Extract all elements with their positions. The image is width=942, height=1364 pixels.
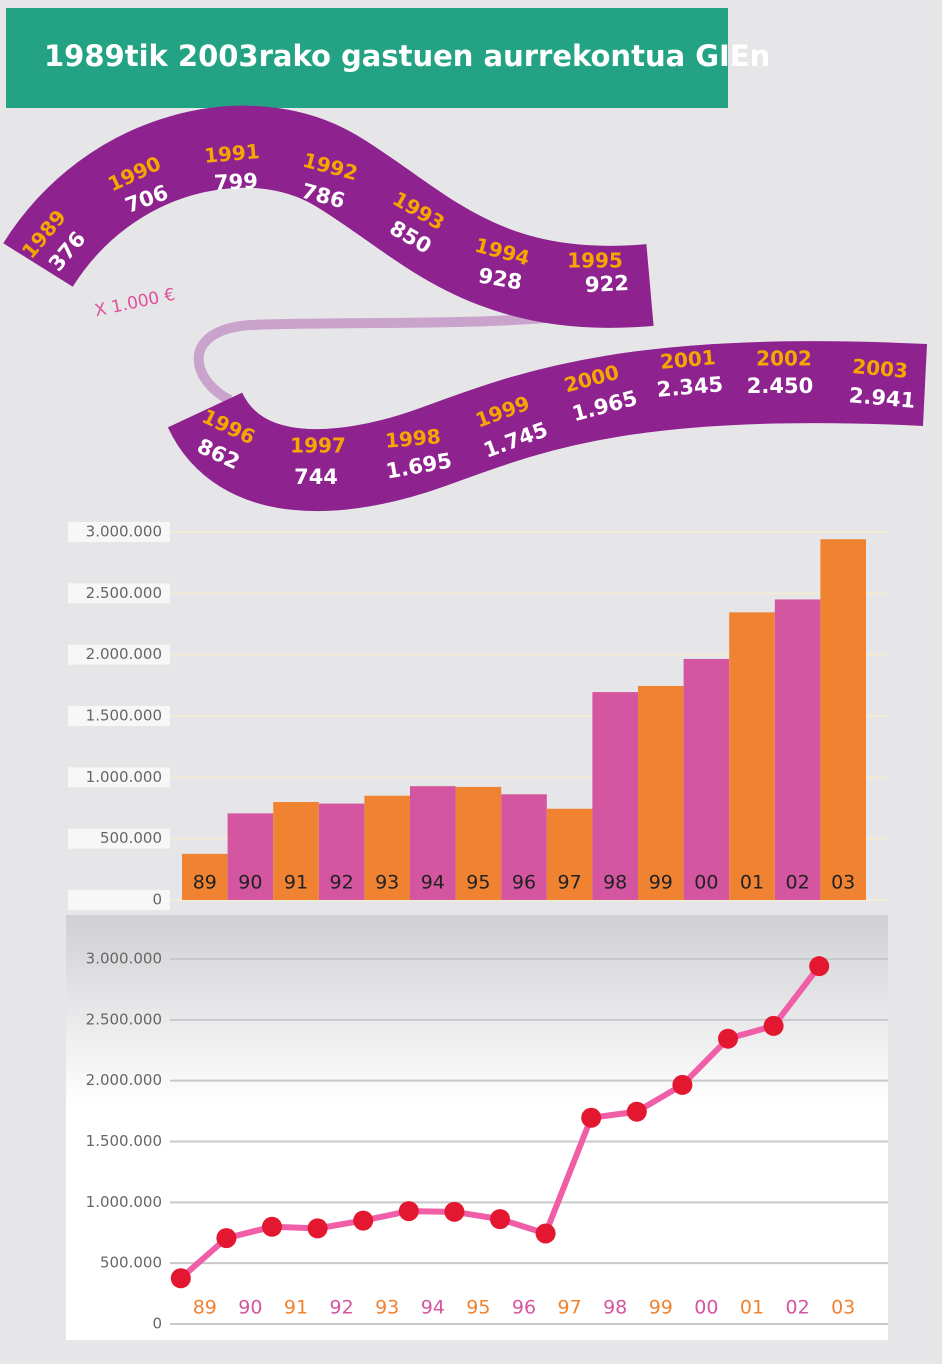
x-tick-label: 97 — [558, 872, 582, 894]
x-tick-label: 91 — [284, 872, 308, 894]
point — [353, 1211, 373, 1231]
ribbon-year: 2003 — [851, 354, 909, 383]
bar — [638, 686, 684, 900]
bar — [820, 539, 866, 900]
x-tick-label: 00 — [694, 872, 718, 894]
ribbon-year: 1998 — [384, 424, 442, 453]
bar — [684, 659, 730, 900]
x-tick-label: 94 — [421, 1297, 445, 1319]
x-tick-label: 02 — [786, 872, 810, 894]
bar — [729, 612, 775, 900]
y-tick-label: 2.500.000 — [86, 584, 162, 602]
y-tick-label: 2.000.000 — [86, 1071, 162, 1089]
x-tick-label: 96 — [512, 872, 536, 894]
x-tick-label: 94 — [421, 872, 445, 894]
x-tick-label: 92 — [330, 872, 354, 894]
x-tick-label: 03 — [831, 1297, 855, 1319]
x-tick-label: 96 — [512, 1297, 536, 1319]
bar — [775, 599, 821, 900]
point — [216, 1228, 236, 1248]
y-tick-label: 0 — [152, 1315, 162, 1333]
x-tick-label: 99 — [649, 872, 673, 894]
x-tick-label: 93 — [375, 1297, 399, 1319]
ribbon-year: 2002 — [756, 347, 812, 371]
y-tick-label: 2.500.000 — [86, 1010, 162, 1028]
x-tick-label: 89 — [193, 1297, 217, 1319]
bar — [592, 692, 638, 900]
x-tick-label: 90 — [238, 1297, 262, 1319]
y-tick-label: 500.000 — [100, 829, 162, 847]
ribbon-value: 744 — [294, 465, 338, 489]
x-tick-label: 01 — [740, 1297, 764, 1319]
ribbon-year: 2001 — [659, 345, 717, 374]
x-tick-label: 03 — [831, 872, 855, 894]
x-tick-label: 89 — [193, 872, 217, 894]
point — [809, 956, 829, 976]
ribbon-year: 1997 — [290, 434, 346, 458]
point — [536, 1223, 556, 1243]
x-tick-label: 90 — [238, 872, 262, 894]
point — [718, 1029, 738, 1049]
x-tick-label: 01 — [740, 872, 764, 894]
x-tick-label: 95 — [466, 1297, 490, 1319]
point — [627, 1102, 647, 1122]
point — [490, 1209, 510, 1229]
x-tick-label: 02 — [786, 1297, 810, 1319]
y-tick-label: 0 — [152, 891, 162, 909]
point — [581, 1108, 601, 1128]
point — [399, 1201, 419, 1221]
x-tick-label: 99 — [649, 1297, 673, 1319]
x-tick-label: 98 — [603, 1297, 627, 1319]
ribbon-year: 1995 — [567, 249, 623, 273]
x-tick-label: 95 — [466, 872, 490, 894]
y-tick-label: 1.500.000 — [86, 1132, 162, 1150]
point — [444, 1202, 464, 1222]
y-tick-label: 3.000.000 — [86, 523, 162, 541]
infographic: 1989tik 2003rako gastuen aurrekontua GIE… — [0, 0, 942, 1364]
y-tick-label: 2.000.000 — [86, 645, 162, 663]
point — [764, 1016, 784, 1036]
point — [262, 1217, 282, 1237]
x-tick-label: 91 — [284, 1297, 308, 1319]
y-tick-label: 1.000.000 — [86, 1193, 162, 1211]
ribbon-value: 922 — [584, 271, 629, 297]
ribbon-value: 799 — [213, 169, 258, 195]
x-tick-label: 93 — [375, 872, 399, 894]
title: 1989tik 2003rako gastuen aurrekontua GIE… — [44, 39, 770, 73]
ribbon-value: 2.450 — [747, 374, 813, 398]
point — [672, 1075, 692, 1095]
x-tick-label: 98 — [603, 872, 627, 894]
x-tick-label: 00 — [694, 1297, 718, 1319]
y-tick-label: 1.000.000 — [86, 768, 162, 786]
x-tick-label: 92 — [330, 1297, 354, 1319]
point — [171, 1268, 191, 1288]
y-tick-label: 1.500.000 — [86, 707, 162, 725]
x-tick-label: 97 — [558, 1297, 582, 1319]
point — [308, 1218, 328, 1238]
ribbon-year: 1991 — [203, 139, 261, 168]
y-tick-label: 500.000 — [100, 1254, 162, 1272]
y-tick-label: 3.000.000 — [86, 950, 162, 968]
